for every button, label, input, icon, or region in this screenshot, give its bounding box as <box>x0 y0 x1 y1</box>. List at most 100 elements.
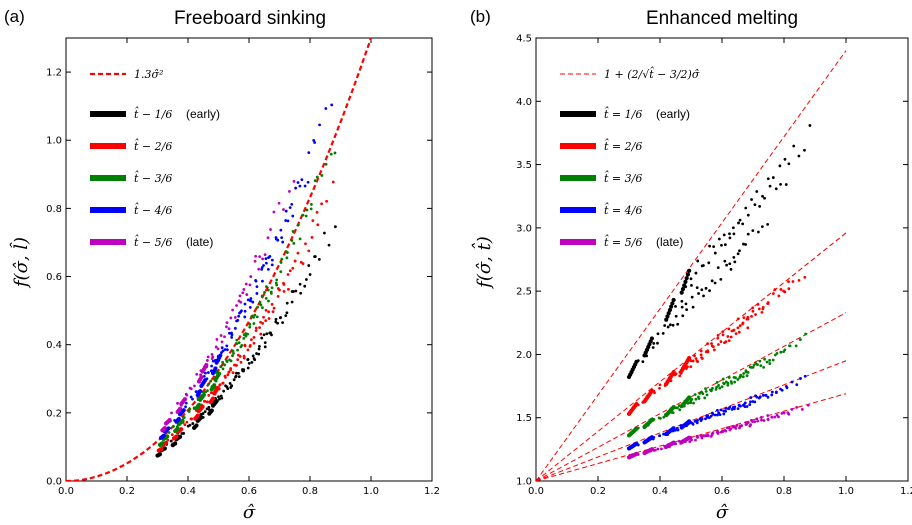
data-point <box>220 340 224 344</box>
data-point <box>690 295 694 299</box>
data-point <box>174 434 179 439</box>
data-point <box>704 387 707 391</box>
data-point <box>324 107 328 110</box>
data-point <box>254 326 258 330</box>
data-point <box>773 415 777 419</box>
data-point <box>190 417 194 421</box>
data-point <box>304 242 307 246</box>
data-point <box>251 300 255 304</box>
data-point <box>674 314 678 318</box>
data-point <box>304 278 308 281</box>
data-point <box>182 397 188 402</box>
data-point <box>219 394 223 398</box>
data-point <box>218 383 222 387</box>
data-point <box>286 251 289 254</box>
data-point <box>157 452 163 457</box>
data-point <box>792 144 796 148</box>
data-point <box>172 425 175 428</box>
data-point <box>260 336 264 340</box>
data-point <box>298 237 302 241</box>
data-point <box>256 305 259 309</box>
data-point <box>206 371 210 374</box>
data-point <box>223 348 227 351</box>
data-point <box>264 319 268 323</box>
data-point <box>235 342 239 346</box>
data-point <box>790 407 794 411</box>
data-point <box>263 253 267 256</box>
data-point <box>235 363 238 367</box>
data-point <box>272 306 276 310</box>
data-point <box>237 299 241 303</box>
legend-label: t̂ = 4/6 <box>604 203 642 217</box>
data-point <box>711 411 714 415</box>
data-point <box>177 406 183 411</box>
data-point <box>696 360 700 364</box>
data-point <box>184 405 187 409</box>
data-point <box>309 207 313 211</box>
panel-b-title: Enhanced melting <box>646 8 798 29</box>
data-point <box>264 308 268 312</box>
data-point <box>269 290 273 294</box>
data-point <box>281 240 285 244</box>
data-point <box>674 304 677 308</box>
data-point <box>235 319 238 323</box>
data-point <box>167 431 171 434</box>
data-point <box>733 260 737 264</box>
data-point <box>246 348 250 352</box>
data-point <box>758 204 762 208</box>
legend-label: t̂ − 3/6 <box>134 171 172 185</box>
data-point <box>215 338 219 341</box>
legend-label: t̂ − 1/6 <box>134 107 172 121</box>
data-point <box>797 154 801 158</box>
data-point <box>770 393 774 397</box>
data-point <box>676 322 680 326</box>
data-point <box>787 280 790 284</box>
data-point <box>228 382 232 385</box>
data-point <box>175 426 180 431</box>
data-point <box>756 230 760 234</box>
data-point <box>762 419 766 422</box>
data-point <box>732 255 736 259</box>
data-point <box>231 354 234 358</box>
data-point <box>736 252 740 256</box>
data-point <box>733 380 737 384</box>
data-point <box>233 363 236 367</box>
data-point <box>710 342 713 345</box>
data-point <box>693 354 696 358</box>
data-point <box>201 412 205 415</box>
data-point <box>239 345 243 349</box>
data-point <box>715 409 719 412</box>
data-point <box>694 397 698 401</box>
data-point <box>651 346 655 349</box>
data-point <box>713 413 717 417</box>
data-point <box>686 365 689 369</box>
data-point <box>262 333 266 337</box>
data-point <box>214 399 219 404</box>
data-point <box>664 317 669 322</box>
data-point <box>656 341 659 345</box>
data-point <box>248 325 252 329</box>
data-point <box>218 397 221 401</box>
data-point <box>233 326 237 330</box>
data-point <box>659 416 662 420</box>
data-point <box>334 225 337 229</box>
data-point <box>260 266 264 269</box>
x-tick-label: 1.2 <box>424 486 440 497</box>
data-point <box>744 243 748 246</box>
data-point <box>320 202 323 206</box>
data-point <box>766 222 770 226</box>
data-point <box>269 228 272 231</box>
data-point <box>313 141 317 144</box>
data-point <box>729 268 733 271</box>
data-point <box>221 381 225 385</box>
data-point <box>200 404 205 409</box>
data-point <box>222 389 226 393</box>
data-point <box>726 383 730 387</box>
data-point <box>264 257 268 261</box>
data-point <box>214 345 218 349</box>
data-point <box>238 294 242 298</box>
data-point <box>249 275 253 278</box>
data-point <box>732 329 736 332</box>
data-point <box>658 386 661 390</box>
data-point <box>741 222 745 226</box>
